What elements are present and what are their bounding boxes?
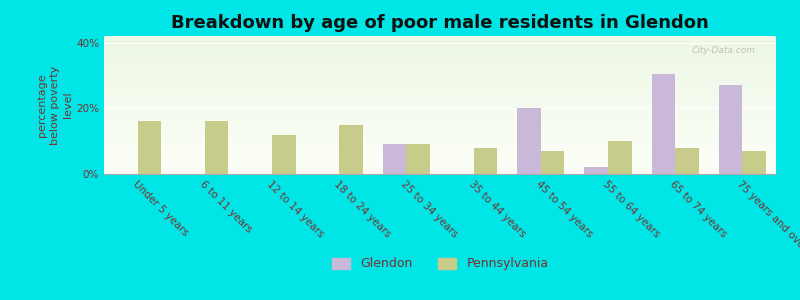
Y-axis label: percentage
below poverty
level: percentage below poverty level <box>37 65 74 145</box>
Bar <box>518 108 541 174</box>
Bar <box>675 148 698 174</box>
Bar <box>652 74 675 174</box>
Bar <box>541 151 564 174</box>
Bar <box>585 167 608 174</box>
Bar <box>608 141 631 174</box>
Text: City-Data.com: City-Data.com <box>692 46 756 55</box>
Bar <box>742 151 766 174</box>
Bar <box>272 135 295 174</box>
Bar <box>138 122 161 174</box>
Bar <box>719 85 742 174</box>
Bar <box>383 144 406 174</box>
Bar <box>406 144 430 174</box>
Bar <box>205 122 228 174</box>
Legend: Glendon, Pennsylvania: Glendon, Pennsylvania <box>326 252 554 275</box>
Bar <box>339 125 362 174</box>
Bar <box>474 148 497 174</box>
Title: Breakdown by age of poor male residents in Glendon: Breakdown by age of poor male residents … <box>171 14 709 32</box>
